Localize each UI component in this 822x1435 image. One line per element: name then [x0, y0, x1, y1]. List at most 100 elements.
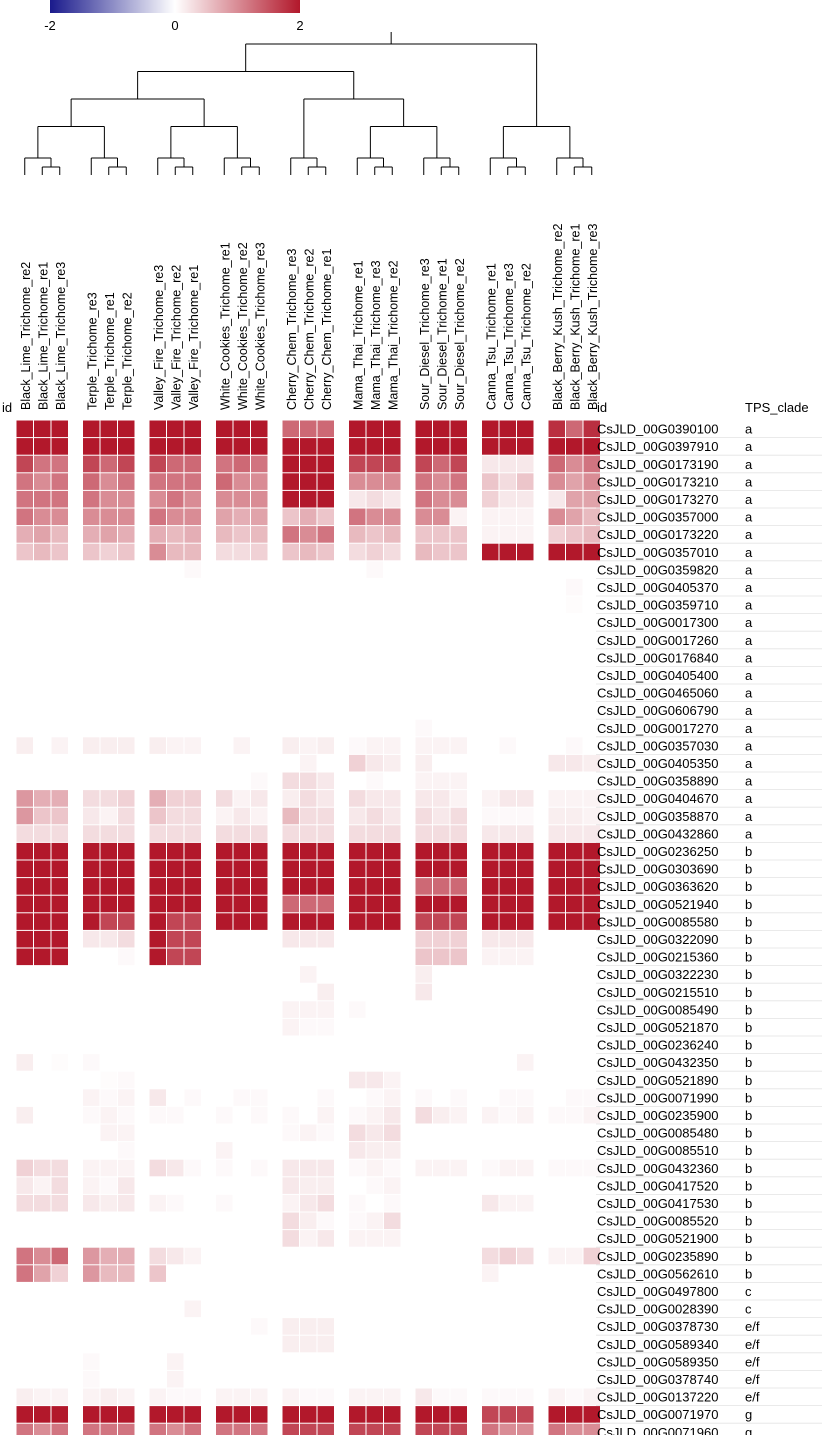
heatmap-cell [167, 895, 184, 913]
heatmap-cell [433, 1054, 450, 1071]
heatmap-cell [415, 1124, 432, 1142]
heatmap-cell [118, 1124, 135, 1142]
heatmap-cell [482, 1318, 499, 1335]
tps-clade-label: b [745, 1126, 752, 1141]
heatmap-cell [499, 966, 516, 983]
heatmap-cell [349, 1353, 366, 1370]
heatmap-cell [251, 1230, 268, 1247]
heatmap-cell [366, 895, 383, 913]
heatmap-cell [300, 702, 317, 719]
heatmap-cell [83, 825, 100, 842]
heatmap-cell [233, 1265, 250, 1282]
heatmap-cell [433, 561, 450, 578]
heatmap-cell [34, 1230, 51, 1247]
heatmap-cell [499, 983, 516, 1001]
heatmap-cell [366, 1159, 383, 1177]
heatmap-cell [450, 1318, 467, 1335]
column-label: White_Cookies_Trichome_re3 [253, 242, 267, 410]
heatmap-cell [548, 1318, 565, 1335]
heatmap-cell [149, 1089, 166, 1106]
heatmap-cell [216, 1106, 233, 1124]
heatmap-cell [349, 578, 366, 596]
heatmap-cell [517, 913, 534, 930]
heatmap-cell [216, 614, 233, 631]
heatmap-cell [548, 754, 565, 772]
heatmap-cell [251, 1194, 268, 1212]
heatmap-cell [349, 1406, 366, 1423]
heatmap-cell [433, 1247, 450, 1265]
heatmap-cell [100, 526, 117, 543]
heatmap-cell [499, 1106, 516, 1124]
heatmap-cell [149, 1300, 166, 1318]
heatmap-cell [100, 1089, 117, 1106]
heatmap-cell [450, 1423, 467, 1435]
heatmap-cell [300, 790, 317, 807]
colorbar-tick-min: -2 [44, 18, 56, 33]
heatmap-cell [282, 1106, 299, 1124]
heatmap-cell [517, 842, 534, 860]
heatmap-cell [282, 1318, 299, 1335]
heatmap-cell [251, 930, 268, 948]
heatmap-cell [548, 1089, 565, 1106]
heatmap-cell [100, 666, 117, 684]
heatmap-cell [548, 913, 565, 930]
heatmap-cell [566, 825, 583, 842]
heatmap-cell [433, 420, 450, 438]
heatmap-cell [251, 526, 268, 543]
heatmap-cell [34, 1265, 51, 1282]
heatmap-cell [482, 1265, 499, 1282]
heatmap-cell [548, 631, 565, 649]
heatmap-cell [415, 508, 432, 526]
heatmap-cell [415, 948, 432, 966]
heatmap-cell [83, 702, 100, 719]
heatmap-cell [216, 649, 233, 666]
heatmap-cell [118, 1142, 135, 1159]
heatmap-cell [51, 1300, 68, 1318]
heatmap-cell [517, 1318, 534, 1335]
heatmap-cell [118, 1194, 135, 1212]
row-id-label: CsJLD_00G0432350 [597, 1055, 718, 1070]
heatmap-cell [184, 1247, 201, 1265]
heatmap-cell [499, 913, 516, 930]
heatmap-cell [384, 614, 401, 631]
heatmap-cell [450, 1300, 467, 1318]
heatmap-cell [251, 772, 268, 790]
heatmap-cell [583, 473, 600, 490]
heatmap-cell [184, 684, 201, 702]
heatmap-cell [384, 1142, 401, 1159]
heatmap-cell [433, 684, 450, 702]
heatmap-cell [149, 1282, 166, 1300]
heatmap-cell [566, 1423, 583, 1435]
heatmap-cell [349, 719, 366, 737]
row-id-label: CsJLD_00G0357030 [597, 738, 718, 753]
heatmap-cell [100, 684, 117, 702]
heatmap-cell [349, 1335, 366, 1353]
heatmap-cell [450, 825, 467, 842]
heatmap-cell [149, 649, 166, 666]
heatmap-cell [517, 631, 534, 649]
column-label: Black_Lime_Trichome_re1 [36, 262, 50, 410]
heatmap-cell [415, 1159, 432, 1177]
heatmap-cell [415, 1370, 432, 1388]
heatmap-cell [384, 860, 401, 878]
heatmap-cell [548, 860, 565, 878]
heatmap-cell [100, 1106, 117, 1124]
heatmap-cell [366, 790, 383, 807]
heatmap-cell [415, 455, 432, 473]
heatmap-cell [300, 842, 317, 860]
heatmap-cell [566, 860, 583, 878]
row-id-label: CsJLD_00G0589350 [597, 1354, 718, 1369]
heatmap-cell [251, 473, 268, 490]
heatmap-cell [34, 1036, 51, 1054]
heatmap-cell [51, 1423, 68, 1435]
heatmap-cell [233, 649, 250, 666]
heatmap-cell [184, 842, 201, 860]
heatmap-cell [100, 948, 117, 966]
heatmap-cell [34, 825, 51, 842]
heatmap-cell [118, 807, 135, 825]
heatmap-cell [118, 1230, 135, 1247]
heatmap-cell [384, 455, 401, 473]
heatmap-cell [566, 614, 583, 631]
heatmap-cell [34, 543, 51, 561]
